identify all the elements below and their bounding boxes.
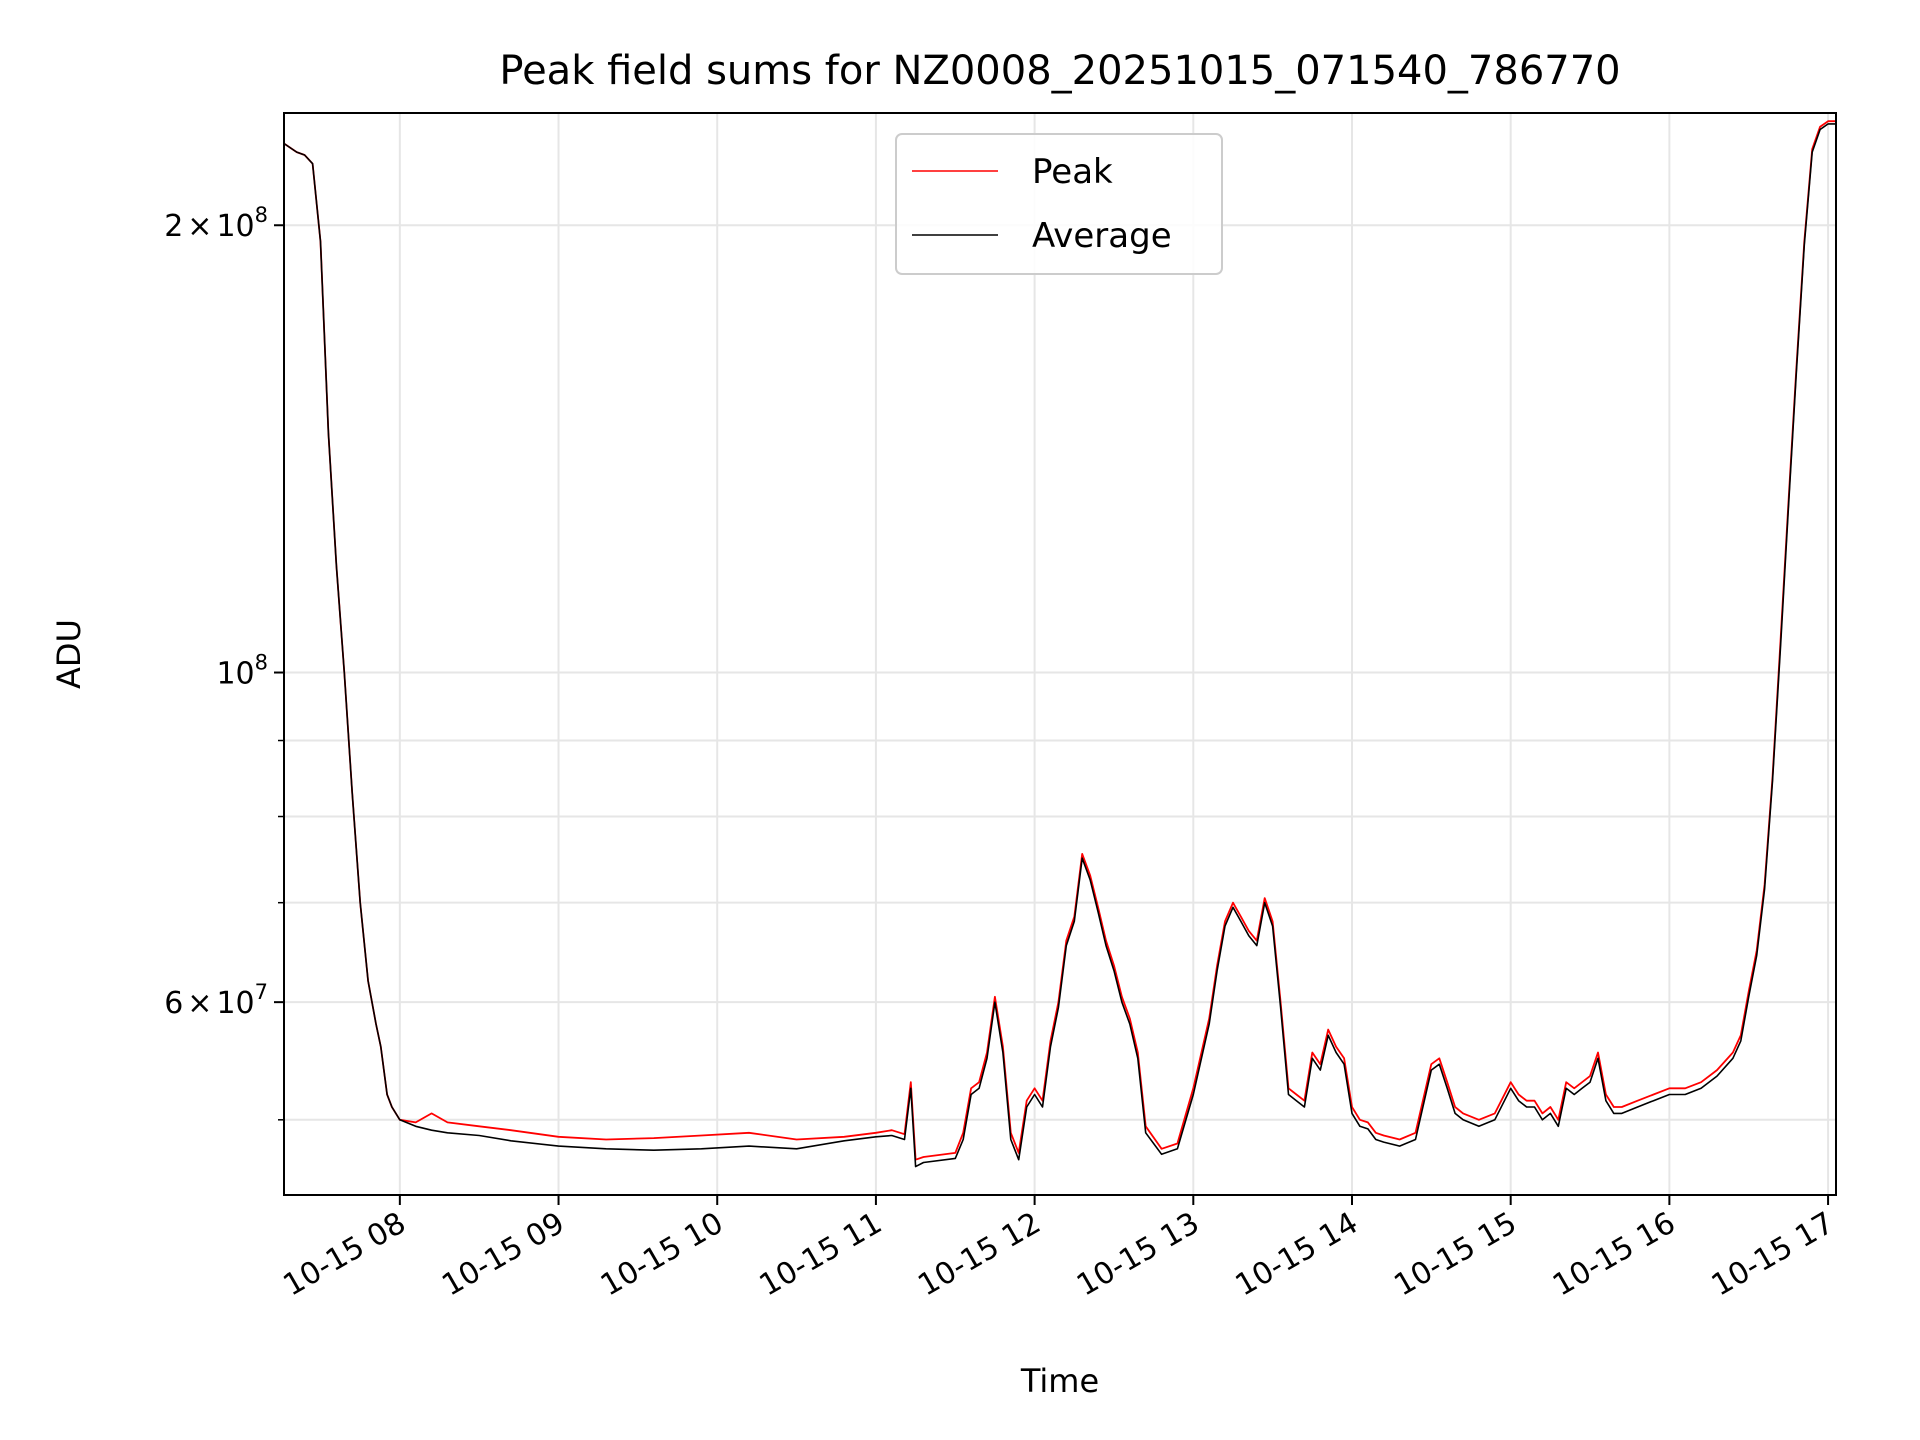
y-tick-times: × <box>187 986 212 1021</box>
y-tick-times: × <box>187 209 212 244</box>
y-tick-exponent: 8 <box>255 203 268 227</box>
y-tick-exponent: 7 <box>255 980 268 1004</box>
y-tick-ten: 10 <box>216 657 254 692</box>
series-line-average <box>283 123 1836 1168</box>
x-axis-label: Time <box>1020 1362 1099 1400</box>
legend-label-average: Average <box>1032 216 1172 256</box>
plot-area-frame <box>283 112 1837 1196</box>
y-tick-base: 2 <box>164 209 183 244</box>
series-line-peak <box>283 120 1836 1161</box>
y-tick-exponent: 8 <box>255 651 268 675</box>
legend-box <box>895 133 1223 275</box>
y-tick-label: 2 × 108 <box>164 203 268 244</box>
y-tick-base: 6 <box>164 986 183 1021</box>
y-axis-label: ADU <box>50 619 88 689</box>
legend: Peak Average <box>895 133 1223 275</box>
y-tick-ten: 10 <box>216 209 254 244</box>
y-tick-label: 6 × 107 <box>164 980 268 1021</box>
y-tick-label: 108 <box>216 651 268 692</box>
y-tick-ten: 10 <box>216 986 254 1021</box>
series-lines <box>283 120 1836 1168</box>
legend-label-peak: Peak <box>1032 152 1113 192</box>
grid <box>284 113 1836 1195</box>
chart-title: Peak field sums for NZ0008_20251015_0715… <box>499 48 1620 94</box>
